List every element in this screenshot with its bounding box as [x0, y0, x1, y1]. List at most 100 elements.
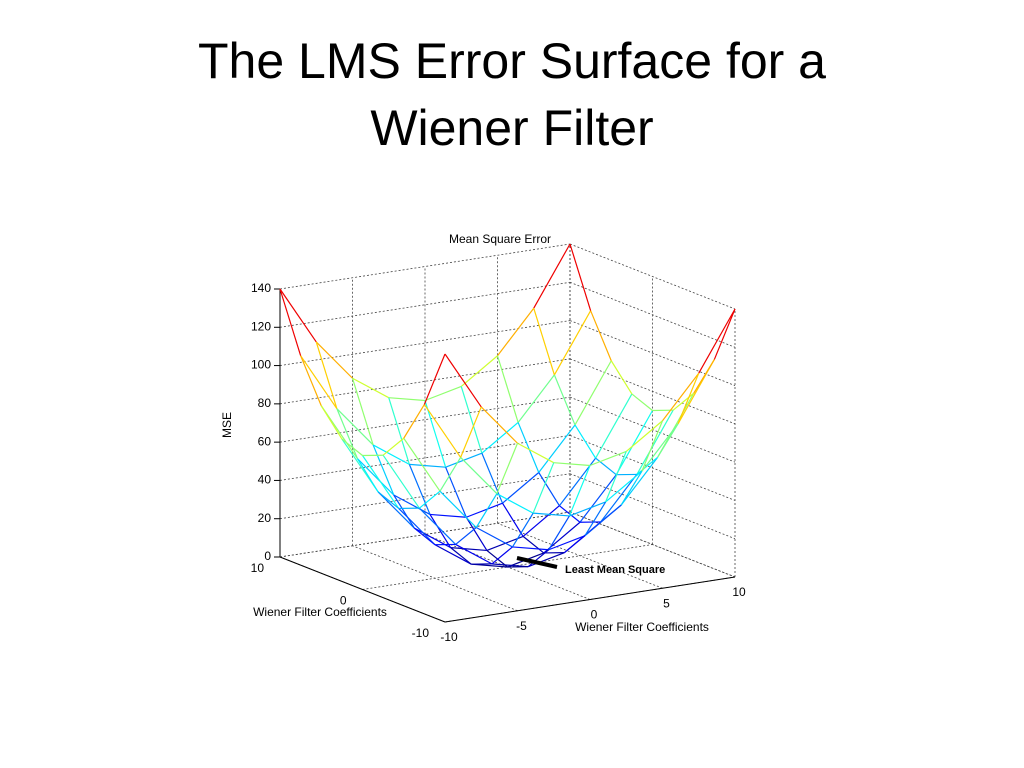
y-tick-label: 0: [340, 594, 347, 608]
mesh-segment: [496, 493, 534, 514]
annotation-marker: [516, 556, 558, 569]
mesh-segment: [423, 404, 462, 458]
mesh-segment: [450, 547, 487, 552]
mesh-segment: [527, 552, 565, 568]
mesh-segment: [279, 288, 317, 343]
mesh-segment: [512, 546, 549, 551]
grid-line: [569, 243, 736, 310]
mesh-segment: [423, 353, 446, 405]
mesh-segment: [574, 360, 612, 426]
mesh-segment: [532, 462, 555, 514]
mesh-segment: [393, 494, 415, 529]
mesh-segment: [408, 464, 431, 515]
mesh-segment: [595, 457, 617, 476]
z-tick-label: 40: [258, 473, 272, 487]
mesh-segment: [341, 438, 363, 456]
mesh-segment: [352, 377, 390, 399]
mesh-segment: [429, 514, 452, 548]
mesh-segment: [377, 491, 400, 509]
grid-line: [279, 281, 571, 328]
mesh-segment: [388, 397, 426, 402]
axis-line: [444, 576, 736, 623]
grid-line: [569, 320, 736, 386]
mesh-segment: [693, 359, 715, 394]
mesh-segment: [382, 437, 405, 456]
mesh-segment: [377, 491, 415, 529]
mesh-segment: [357, 458, 395, 496]
mesh-segment: [336, 408, 374, 446]
mesh-segment: [300, 355, 322, 406]
mesh-segment: [439, 490, 477, 528]
mesh-segment: [362, 455, 400, 509]
mesh-segment: [605, 470, 643, 503]
mesh-segment: [418, 507, 457, 545]
mesh-segment: [501, 502, 524, 537]
z-axis-title: MSE: [220, 412, 234, 438]
x-tick-label: 0: [591, 608, 598, 622]
y-tick-label: 10: [251, 561, 265, 575]
grid-line: [279, 243, 571, 290]
mesh-segment: [656, 423, 679, 458]
z-tick-label: 140: [251, 281, 271, 295]
grid-line: [279, 511, 571, 558]
mesh-segment: [445, 466, 467, 518]
z-tick-label: 80: [258, 396, 272, 410]
mesh-segment: [279, 288, 302, 356]
x-tick-label: 5: [663, 596, 670, 610]
z-tick-label: 120: [251, 319, 271, 333]
mesh-segment: [641, 423, 679, 472]
mesh-segment: [465, 516, 488, 551]
mesh-segment: [320, 405, 343, 440]
mesh-segment: [672, 392, 695, 411]
mesh-segment: [563, 535, 586, 554]
mesh-segment: [460, 406, 482, 458]
mesh-segment: [595, 393, 633, 459]
z-tick-label: 0: [264, 549, 271, 563]
mesh-segment: [698, 308, 736, 374]
axis-line: [279, 556, 446, 623]
y-tick-label: -10: [412, 626, 430, 640]
mesh-segment: [491, 546, 513, 565]
mesh-segment: [460, 456, 498, 495]
mesh-segment: [568, 465, 591, 517]
grid-line: [569, 473, 736, 540]
mesh-segment: [409, 463, 446, 468]
mesh-segment: [336, 408, 359, 459]
x-tick-label: 10: [732, 585, 746, 599]
annotation: Least Mean Square: [565, 564, 665, 576]
mesh-segment: [315, 341, 338, 409]
z-tick-label: 100: [251, 358, 271, 372]
mesh-segment: [522, 535, 545, 554]
mesh-segment: [460, 386, 483, 454]
mesh-segment: [466, 502, 503, 518]
mesh-segment: [538, 472, 560, 507]
mesh-segment: [527, 549, 550, 568]
mesh-segment: [605, 451, 627, 503]
mesh-segment: [403, 404, 425, 439]
slide-title: The LMS Error Surface for a Wiener Filte…: [197, 33, 826, 156]
mesh-segment: [300, 355, 338, 409]
mesh-segment: [574, 424, 597, 459]
x-tick-label: -5: [516, 619, 527, 633]
mesh-segment: [569, 243, 592, 311]
mesh-segment: [434, 544, 472, 565]
mesh-segment: [351, 378, 374, 446]
mesh-segment: [620, 470, 643, 506]
mesh-segment: [496, 355, 519, 423]
mesh-segment: [553, 310, 592, 376]
x-axis-title: Wiener Filter Coefficients: [575, 620, 709, 634]
z-tick-label: 20: [258, 511, 272, 525]
mesh-segment: [372, 444, 410, 465]
mesh-segment: [382, 454, 420, 509]
mesh-segment: [584, 501, 607, 537]
mesh-segment: [553, 374, 576, 426]
mesh-segment: [553, 462, 591, 467]
mesh-segment: [641, 420, 664, 472]
mesh-segment: [533, 243, 571, 309]
mesh-segment: [600, 474, 638, 523]
x-tick-label: -10: [440, 630, 458, 644]
mesh-segment: [579, 474, 617, 523]
mesh-segment: [590, 310, 612, 361]
